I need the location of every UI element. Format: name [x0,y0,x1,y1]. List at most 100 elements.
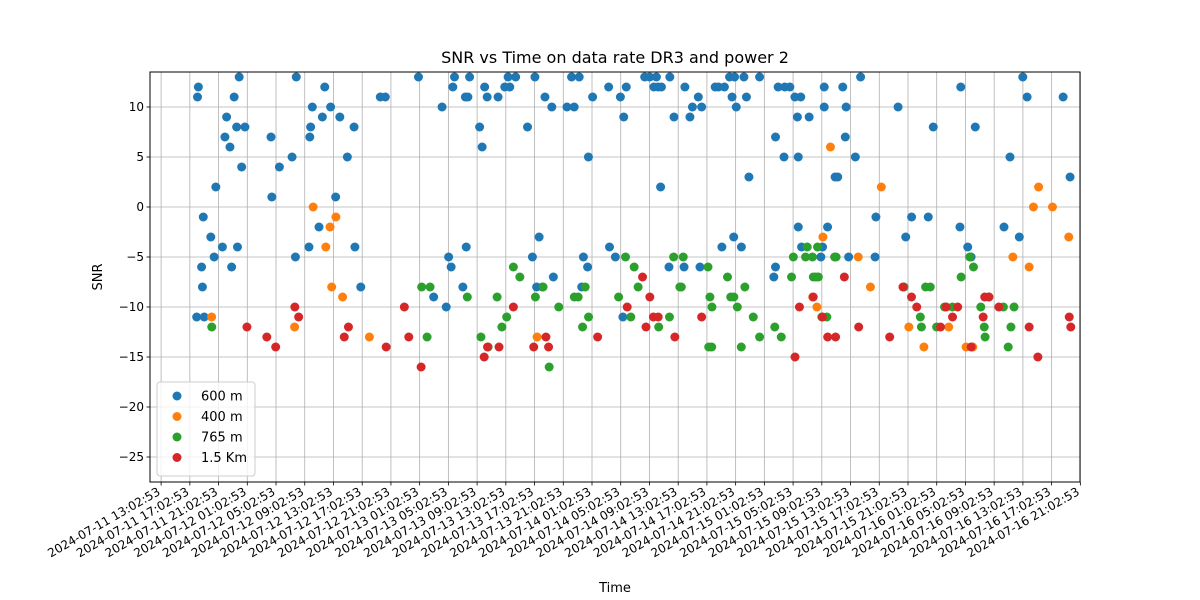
data-point [976,302,986,312]
data-point [220,132,230,142]
data-point [417,282,427,292]
data-point [331,212,341,222]
data-point [562,102,572,112]
data-point [912,302,922,312]
data-point [904,322,914,332]
data-point [796,92,806,102]
data-point [604,82,614,92]
data-point [787,272,797,282]
legend-box [156,381,256,477]
data-point [614,292,624,302]
data-point [626,312,636,322]
data-point [425,282,435,292]
data-point [748,312,758,322]
data-point [262,332,272,342]
data-point [437,102,447,112]
data-point [444,252,454,262]
data-point [808,292,818,302]
data-point [574,72,584,82]
data-point [530,292,540,302]
data-point [538,282,548,292]
data-point [771,262,781,272]
data-point [871,212,881,222]
y-tick-label: −20 [119,400,144,414]
data-point [320,82,330,92]
data-point [1064,312,1074,322]
data-point [314,222,324,232]
data-point [271,342,281,352]
data-point [480,82,490,92]
data-point [339,332,349,342]
data-point [665,72,675,82]
data-point [381,342,391,352]
data-point [207,322,217,332]
data-point [707,342,717,352]
data-point [441,302,451,312]
data-point [588,92,598,102]
data-point [693,92,703,102]
data-point [544,362,554,372]
data-point [305,132,315,142]
data-point [578,252,588,262]
data-point [813,272,823,282]
data-point [925,282,935,292]
data-point [893,102,903,112]
legend-marker [172,453,182,462]
data-point [788,252,798,262]
data-point [651,72,661,82]
data-point [1064,232,1074,242]
data-point [529,342,539,352]
data-point [773,82,783,92]
data-point [833,172,843,182]
data-point [941,302,951,312]
data-point [645,72,655,82]
data-point [621,252,631,262]
data-point [615,92,625,102]
data-point [547,102,557,112]
data-point [898,282,908,292]
y-tick-label: −15 [119,350,144,364]
data-point [527,252,537,262]
data-point [306,122,316,132]
y-axis-ticks: 10 5 0 −5 −10 −15 −20 −25 [119,100,150,464]
data-point [664,312,674,322]
data-point [703,262,713,272]
data-point [727,92,737,102]
data-point [719,82,729,92]
legend-marker [172,391,182,401]
data-point [825,142,835,152]
data-point [497,322,507,332]
series-400-m [207,142,1074,352]
data-point [740,282,750,292]
data-point [477,142,487,152]
data-point [192,312,202,322]
data-point [1024,262,1034,272]
data-point [540,92,550,102]
data-point [953,302,963,312]
data-point [831,332,841,342]
data-point [502,312,512,322]
data-point [755,332,765,342]
data-point [1065,172,1075,182]
data-point [544,342,554,352]
data-point [399,302,409,312]
data-point [274,162,284,172]
data-point [999,222,1009,232]
data-point [865,282,875,292]
data-point [429,292,439,302]
plot-frame [149,71,1081,483]
data-point [730,72,740,82]
data-point [290,252,300,262]
data-point [633,282,643,292]
data-point [901,232,911,242]
data-point [325,222,335,232]
data-point [621,82,631,92]
data-point [678,252,688,262]
data-point [955,222,965,232]
data-point [656,82,666,92]
data-point [670,332,680,342]
data-point [794,302,804,312]
data-point [225,142,235,152]
data-point [850,152,860,162]
data-point [653,312,663,322]
